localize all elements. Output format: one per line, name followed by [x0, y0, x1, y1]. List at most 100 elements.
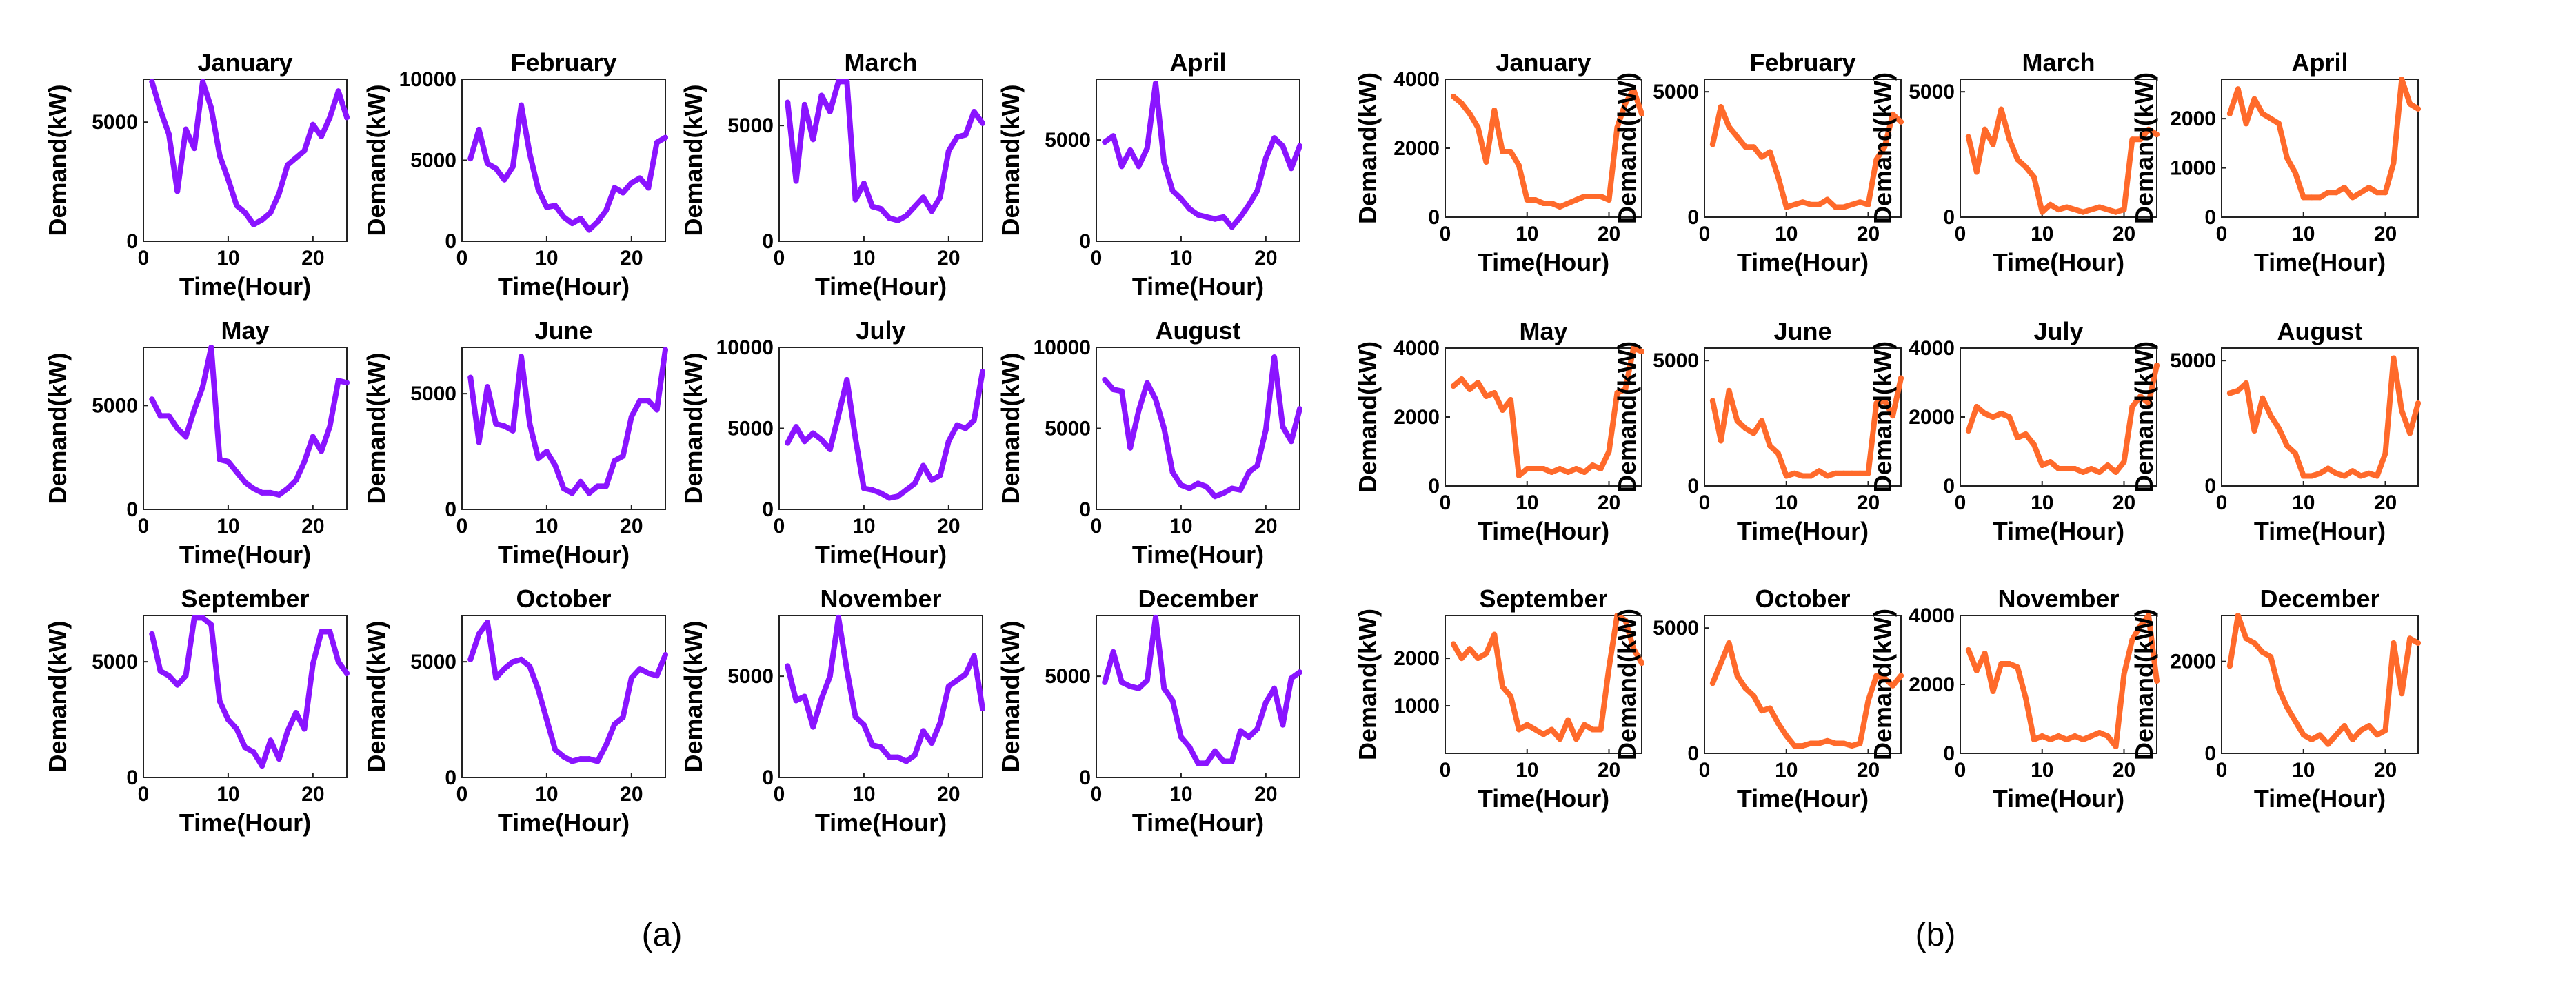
data-point	[467, 656, 474, 662]
data-point	[242, 744, 248, 751]
data-point	[1982, 651, 1988, 656]
data-point	[785, 99, 791, 105]
data-point	[1161, 159, 1167, 165]
data-point	[2031, 737, 2037, 742]
data-point	[1726, 387, 1732, 394]
data-point	[493, 165, 499, 172]
data-point	[344, 114, 350, 121]
data-point	[645, 670, 652, 676]
data-point	[2031, 174, 2037, 180]
x-tick-label: 20	[2374, 223, 2397, 245]
data-point	[1783, 204, 1789, 210]
data-point	[327, 629, 333, 635]
data-point	[569, 221, 575, 227]
x-tick-label: 10	[2292, 223, 2315, 245]
data-point	[954, 422, 960, 428]
data-point	[1882, 398, 1888, 404]
data-point	[793, 178, 799, 184]
data-point	[1565, 717, 1571, 723]
subplot-a-june: June 0 10 20 0 5000 Time(Hour) Demand(kW)	[362, 316, 668, 569]
data-point	[1808, 201, 1814, 207]
y-axis-label: Demand(kW)	[1869, 341, 1897, 493]
data-point	[810, 724, 816, 730]
data-point	[2006, 661, 2013, 667]
x-axis-label: Time(Hour)	[498, 808, 630, 837]
data-point	[1516, 473, 1522, 478]
data-point	[2308, 737, 2315, 742]
data-point	[1212, 494, 1218, 500]
data-point	[2333, 190, 2339, 196]
y-tick-label: 0	[1687, 475, 1699, 498]
x-tick-label: 0	[2216, 759, 2228, 782]
data-point	[1144, 380, 1150, 386]
data-point	[1791, 201, 1798, 207]
data-point	[628, 414, 634, 420]
data-point	[2113, 744, 2119, 749]
data-point	[1212, 216, 1218, 222]
data-point	[2350, 194, 2355, 201]
data-point	[971, 109, 977, 114]
data-point	[535, 456, 541, 462]
data-point	[2391, 640, 2397, 646]
subplot-a-december: December 0 10 20 0 5000 Time(Hour) Demand(kW)	[996, 584, 1302, 837]
data-point	[1532, 197, 1538, 203]
data-point	[1751, 430, 1757, 436]
y-axis-label: Demand(kW)	[2130, 609, 2158, 760]
data-point	[569, 758, 575, 764]
data-point	[2251, 640, 2257, 646]
y-tick-label: 0	[2204, 206, 2216, 229]
x-tick-label: 20	[1254, 783, 1277, 806]
data-point	[310, 121, 316, 128]
data-point	[2333, 470, 2339, 476]
data-point	[1990, 141, 1996, 147]
data-point	[2382, 727, 2388, 733]
data-point	[654, 673, 660, 679]
data-point	[1557, 204, 1563, 210]
data-point	[234, 726, 240, 732]
data-point	[335, 378, 341, 384]
data-point	[1491, 390, 1498, 396]
x-axis-label: Time(Hour)	[498, 272, 630, 301]
data-point	[1849, 470, 1855, 476]
x-tick-label: 10	[535, 783, 558, 806]
x-axis-label: Time(Hour)	[2254, 784, 2386, 813]
data-point	[1865, 201, 1871, 207]
data-point	[191, 407, 197, 413]
data-point	[1127, 445, 1134, 451]
data-point	[1589, 194, 1596, 199]
subplot-title: April	[1169, 48, 1226, 77]
x-axis-label: Time(Hour)	[1478, 248, 1609, 276]
data-point	[945, 683, 952, 689]
subplot-title: April	[2291, 48, 2348, 77]
data-point	[2146, 126, 2152, 132]
data-point	[2121, 671, 2127, 677]
data-point	[2333, 732, 2339, 738]
x-tick-label: 0	[2216, 491, 2228, 514]
data-point	[276, 756, 282, 762]
subplot-a-september: September 0 10 20 0 5000 Time(Hour) Demand(kW)	[43, 584, 350, 837]
data-point	[1297, 143, 1302, 149]
data-point	[2006, 136, 2013, 143]
data-point	[242, 479, 248, 485]
x-tick-label: 20	[1254, 247, 1277, 269]
data-point	[1759, 154, 1765, 160]
data-point	[1153, 80, 1158, 86]
data-point	[2089, 466, 2094, 471]
data-point	[1791, 470, 1798, 476]
data-point	[1767, 705, 1773, 711]
data-point	[2129, 637, 2135, 642]
data-point	[1816, 740, 1822, 746]
data-point	[1857, 470, 1863, 476]
data-point	[1169, 698, 1176, 704]
y-tick-label: 5000	[410, 383, 456, 405]
data-point	[2039, 733, 2045, 739]
data-point	[200, 384, 205, 390]
y-tick-label: 5000	[1045, 418, 1091, 440]
data-point	[2317, 470, 2323, 476]
data-point	[327, 114, 333, 121]
data-point	[1726, 640, 1732, 646]
data-point	[467, 374, 474, 380]
y-axis-label: Demand(kW)	[1613, 72, 1641, 224]
data-point	[2146, 613, 2152, 618]
